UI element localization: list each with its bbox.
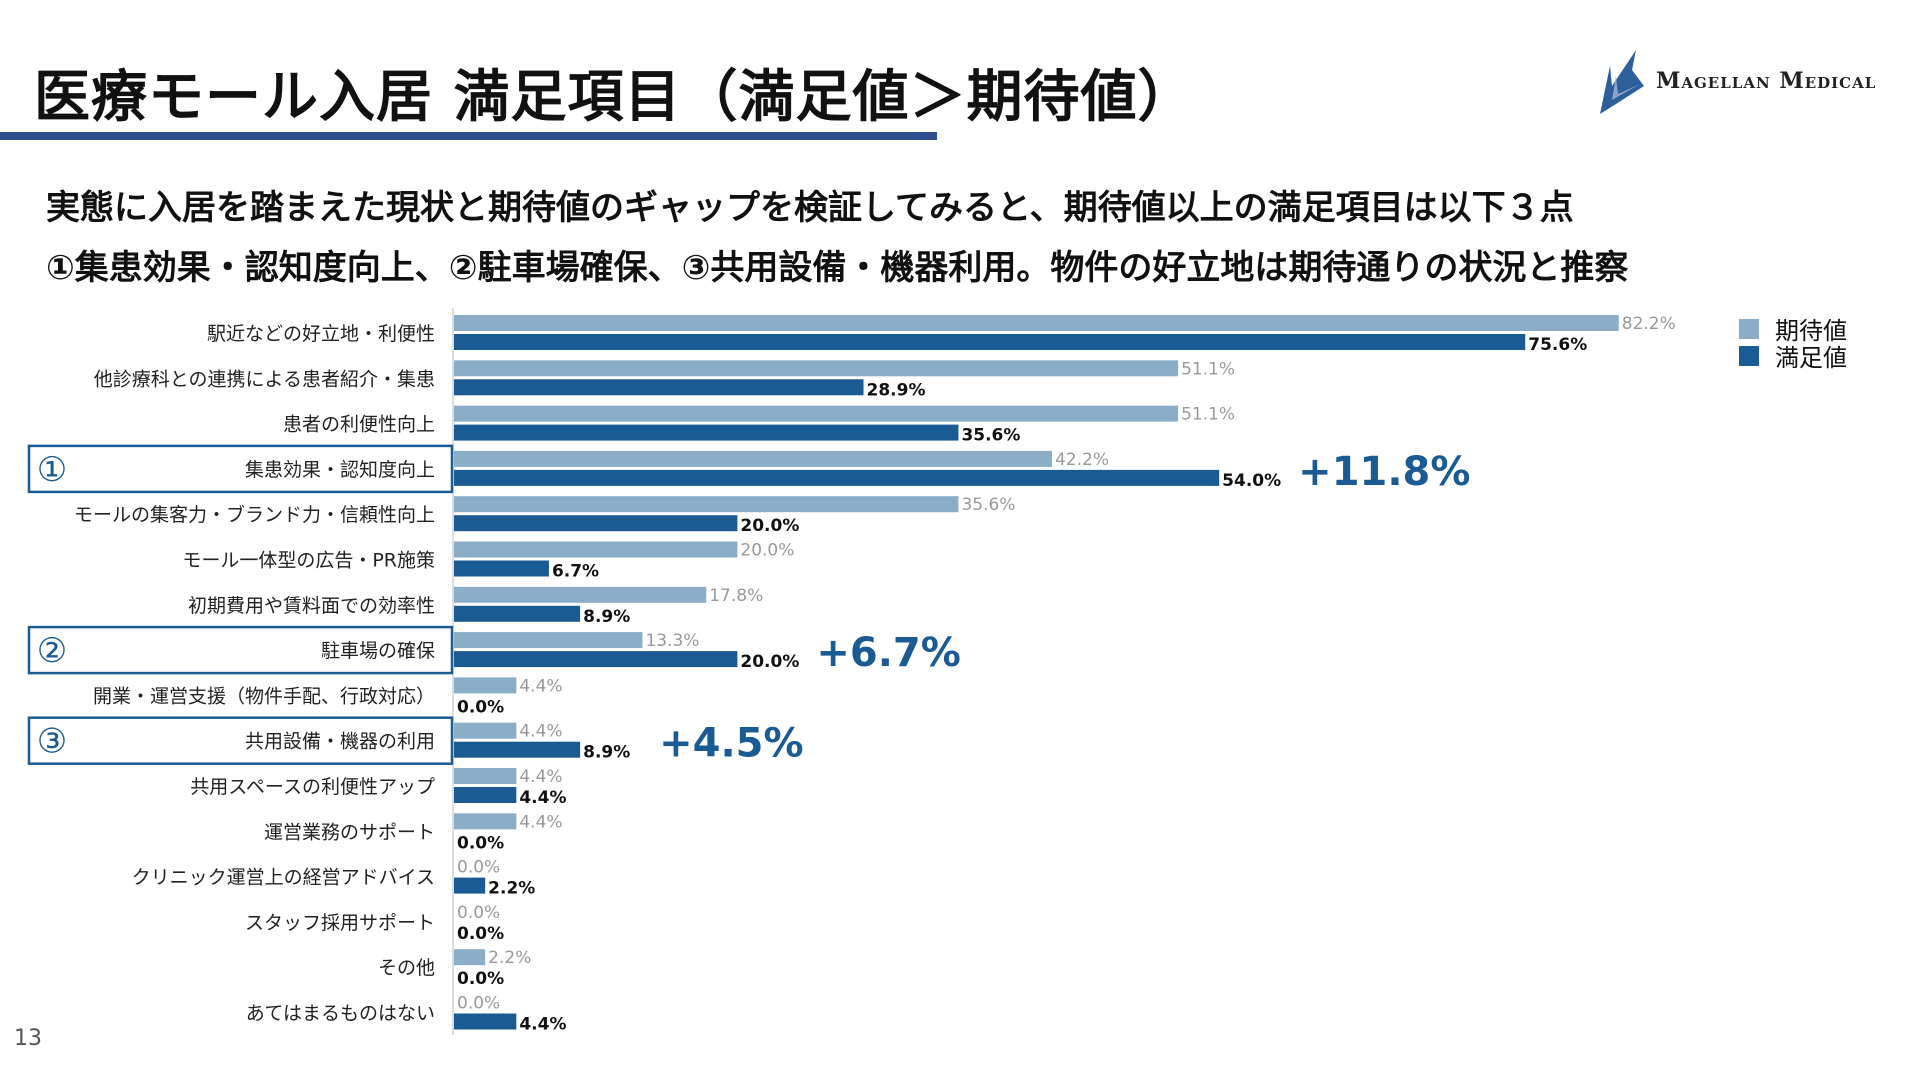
legend-swatch-expected [1739,318,1759,339]
legend-swatch-satisfied [1739,345,1759,366]
bar-expected [454,541,738,558]
data-label-expected: 42.2% [1055,450,1109,470]
category-label: クリニック運営上の経営アドバイス [132,867,435,889]
data-label-expected: 4.4% [519,767,562,787]
category-label: 他診療科との連携による患者紹介・集患 [94,368,435,390]
bar-expected [454,768,517,784]
bar-satisfied [454,424,959,441]
data-label-expected: 0.0% [457,858,500,878]
data-label-expected: 17.8% [709,586,763,606]
data-label-expected: 4.4% [519,812,562,832]
data-label-satisfied: 0.0% [457,697,504,717]
category-label: 共用スペースの利便性アップ [190,776,435,798]
bar-satisfied [454,469,1220,486]
category-label: 開業・運営支援（物件手配、行政対応） [93,685,435,707]
data-label-expected: 4.4% [519,722,562,742]
category-label: 初期費用や賃料面での効率性 [188,595,435,617]
data-label-satisfied: 28.9% [867,380,926,400]
category-label: 共用設備・機器の利用 [245,731,435,753]
category-label: スタッフ採用サポート [245,912,435,934]
data-label-satisfied: 0.0% [457,833,504,853]
category-label: 患者の利便性向上 [283,414,435,436]
bar-satisfied [454,877,486,894]
data-label-expected: 0.0% [457,903,500,923]
gap-annotation: +4.5% [659,721,803,767]
title-underline [0,132,937,140]
bar-satisfied [454,379,864,396]
bar-satisfied [454,560,549,577]
data-label-expected: 13.3% [645,631,699,651]
bar-expected [454,677,517,694]
data-label-satisfied: 0.0% [457,969,504,989]
data-label-satisfied: 4.4% [519,1015,566,1035]
bar-expected [454,722,517,739]
data-label-satisfied: 4.4% [519,788,566,808]
data-label-expected: 4.4% [519,676,562,696]
category-label: 駅近などの好立地・利便性 [207,323,435,345]
data-label-satisfied: 2.2% [488,879,535,899]
gap-annotation: +6.7% [816,630,960,676]
data-label-satisfied: 75.6% [1528,335,1587,355]
bar-expected [454,496,959,513]
data-label-satisfied: 0.0% [457,924,504,944]
data-label-satisfied: 20.0% [740,652,799,672]
logo: Magellan Medical [1596,46,1906,114]
data-label-satisfied: 6.7% [552,562,599,582]
data-label-satisfied: 54.0% [1222,471,1281,491]
highlight-box [27,444,454,494]
bar-expected [454,632,643,649]
category-label: 運営業務のサポート [264,821,435,843]
legend-item-expected: 期待値 [1739,311,1847,346]
bar-expected [454,949,486,966]
category-label: その他 [378,957,435,979]
data-label-expected: 82.2% [1622,314,1676,334]
data-label-expected: 51.1% [1181,405,1235,425]
bar-expected [454,586,707,603]
highlight-marker: ③ [37,722,67,762]
category-label: モールの集客力・ブランド力・信頼性向上 [74,503,435,526]
highlight-marker: ① [37,450,67,490]
bar-expected [454,450,1052,467]
highlight-box [27,716,454,765]
category-label: 集患効果・認知度向上 [245,459,435,481]
bar-satisfied [454,651,738,668]
category-label: モール一体型の広告・PR施策 [182,550,435,572]
data-label-expected: 35.6% [961,495,1015,515]
bar-satisfied [454,787,517,803]
subtitle-line-1: 実態に入居を踏まえた現状と期待値のギャップを検証してみると、期待値以上の満足項目… [46,188,1574,228]
highlight-box [27,625,454,675]
bar-expected [454,813,517,830]
bar-satisfied [454,1013,517,1030]
legend-item-satisfied: 満足値 [1739,338,1847,373]
bar-satisfied [454,334,1526,350]
bar-chart: 駅近などの好立地・利便性 82.2% 75.6% 他診療科との連携による患者紹介・集患… [27,308,1676,1035]
gap-annotation: +11.8% [1298,449,1470,495]
data-label-satisfied: 35.6% [961,426,1020,446]
bar-satisfied [454,515,738,532]
highlight-marker: ② [37,631,67,671]
data-label-expected: 51.1% [1181,359,1235,379]
bar-satisfied [454,605,581,622]
data-label-expected: 20.0% [740,541,794,561]
data-label-expected: 0.0% [457,994,500,1014]
data-label-satisfied: 8.9% [583,607,630,627]
data-label-expected: 2.2% [488,948,531,968]
bar-expected [454,360,1179,377]
bar-satisfied [454,741,581,758]
data-label-satisfied: 20.0% [740,516,799,536]
category-label: あてはまるものはない [246,1003,435,1025]
bar-expected [454,405,1179,422]
data-label-satisfied: 8.9% [583,743,630,763]
category-label: 駐車場の確保 [321,640,435,662]
page-title: 医療モール入居 満足項目（満足値＞期待値） [34,65,1195,130]
bar-expected [454,315,1619,331]
page-number: 13 [14,1026,42,1051]
subtitle-line-2: ①集患効果・認知度向上、②駐車場確保、③共用設備・機器利用。物件の好立地は期待通… [46,248,1629,288]
sail-logo-icon [1600,50,1644,114]
